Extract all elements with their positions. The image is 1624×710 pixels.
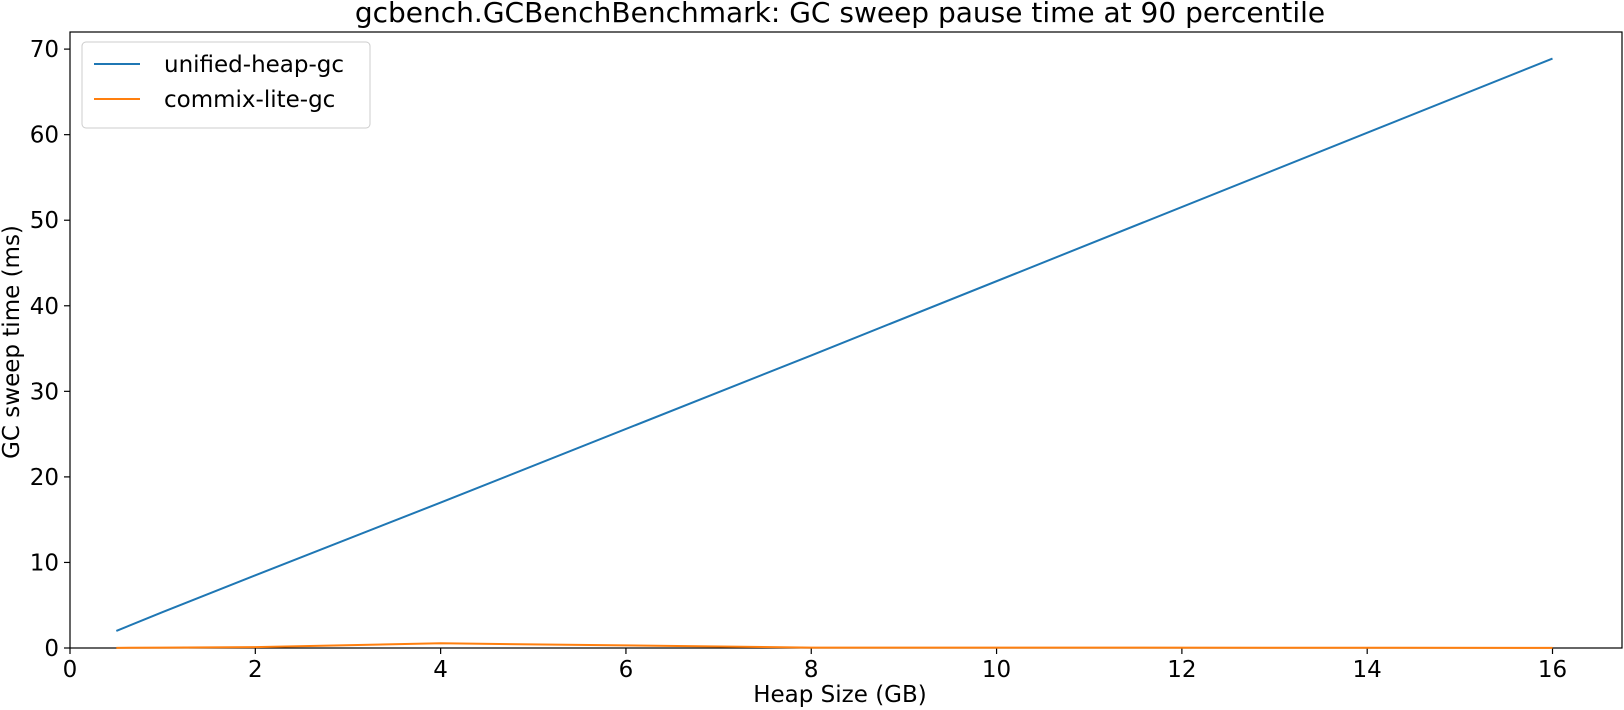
x-tick-label: 12 — [1167, 657, 1196, 683]
x-tick-label: 10 — [982, 657, 1011, 683]
y-tick-label: 40 — [30, 294, 59, 320]
x-tick-label: 2 — [248, 657, 263, 683]
x-tick-label: 14 — [1353, 657, 1382, 683]
y-tick-label: 70 — [30, 37, 59, 63]
x-tick-label: 4 — [433, 657, 448, 683]
x-tick-label: 16 — [1538, 657, 1567, 683]
x-tick-label: 0 — [63, 657, 78, 683]
series-line-commix-lite-gc — [116, 642, 1553, 649]
legend-box — [81, 41, 371, 129]
y-axis-label: GC sweep time (ms) — [0, 225, 25, 459]
series-line-unified-heap-gc — [115, 57, 1553, 632]
plot-area: 0 2 4 6 8 10 12 14 16 0 10 20 30 40 50 60 70 — [30, 31, 1623, 683]
y-tick-label: 60 — [30, 123, 59, 149]
x-tick-label: 6 — [619, 657, 634, 683]
y-tick-label: 0 — [44, 636, 59, 662]
y-tick-label: 20 — [30, 465, 59, 491]
legend-label-unified-heap-gc: unified-heap-gc — [164, 52, 344, 78]
y-tick-label: 50 — [30, 208, 59, 234]
y-tick-label: 30 — [30, 379, 59, 405]
chart-title: gcbench.GCBenchBenchmark: GC sweep pause… — [355, 0, 1325, 29]
legend: unified-heap-gc commix-lite-gc — [81, 41, 371, 129]
y-tick-label: 10 — [30, 550, 59, 576]
x-axis-label: Heap Size (GB) — [753, 682, 927, 708]
x-tick-label: 8 — [804, 657, 819, 683]
legend-label-commix-lite-gc: commix-lite-gc — [164, 87, 335, 113]
